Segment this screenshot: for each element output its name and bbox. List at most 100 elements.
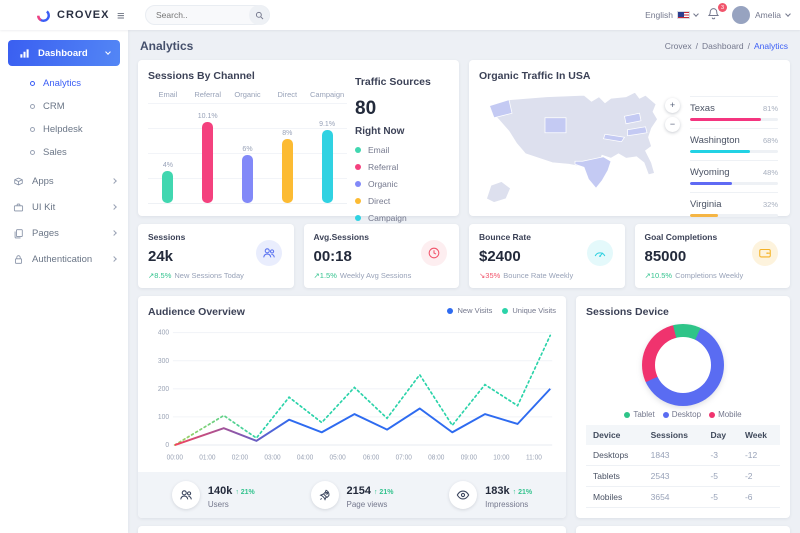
table-row: Mobiles 3654 -5 -6 [586,486,780,508]
usa-map[interactable]: + − [479,86,680,224]
cell-day: -5 [703,465,738,487]
legend-new-visits[interactable]: New Visits [447,306,492,315]
sidebar-item-dashboard[interactable]: Dashboard [8,40,120,66]
stat-desc-text: New Sessions Today [174,271,244,280]
stat-value: $2400 [479,248,521,265]
stat-title: Bounce Rate [479,232,531,242]
bar-value-label: 10.1% [197,113,218,120]
metric-label: Users [207,500,229,509]
bar [281,139,293,203]
progress-fill [690,182,733,185]
sidebar-item-ui-kit[interactable]: UI Kit [0,194,128,220]
progress-fill [690,150,750,153]
chevron-right-icon [111,256,117,262]
breadcrumb-crovex[interactable]: Crovex [664,41,692,51]
briefcase-icon [12,201,24,213]
main-content: Analytics Crovex / Dashboard / Analytics… [128,30,800,533]
x-tick: 04:00 [297,454,313,461]
bar [162,171,174,203]
goal-completions-stat-card: Goal Completions 85000 ↗10.5% Completions… [634,224,790,288]
cell-device: Mobiles [586,486,644,508]
sessions-device-card: Sessions Device Tablet Desktop Mobile De… [576,296,790,518]
partial-card [138,526,566,533]
user-menu[interactable]: Amelia [732,6,791,24]
audience-overview-card: Audience Overview New Visits Unique Visi… [138,296,566,518]
cell-day: -5 [703,486,738,508]
legend-dot [624,411,631,418]
card-title: Sessions By Channel [148,70,255,82]
cell-device: Tablets [586,465,644,487]
breadcrumb: Crovex / Dashboard / Analytics [665,41,788,51]
metric-page-views: 2154 ↑ 21% Page views [310,481,393,509]
x-tick: 05:00 [329,454,345,461]
stat-value: 00:18 [313,248,352,265]
bar-referral: 10.1% [188,103,228,203]
legend-label: Tablet [633,410,655,419]
next-row-partial [138,526,790,533]
bullet-icon [30,104,35,109]
stat-title: Avg.Sessions [313,232,369,242]
sidebar-item-label: Authentication [32,253,93,265]
brand-logo[interactable]: CROVEX [36,8,109,23]
x-tick: 10:00 [493,454,509,461]
zoom-out-button[interactable]: − [665,117,680,132]
sidebar-item-apps[interactable]: Apps [0,168,128,194]
zoom-in-button[interactable]: + [665,98,680,113]
chevron-right-icon [111,204,117,210]
stat-description: ↗1.5% Weekly Avg Sessions [314,271,412,280]
legend-dot [355,215,361,221]
cell-day: -3 [703,445,738,466]
region-percent: 81% [762,104,778,113]
legend-unique-visits[interactable]: Unique Visits [502,306,556,315]
notifications-button[interactable]: 3 [707,3,728,23]
cell-week: -6 [737,486,780,508]
region-virginia: Virginia 32% [690,192,778,224]
legend-label: Mobile [718,410,742,419]
clock-icon [421,240,447,266]
sidebar-item-sales[interactable]: Sales [0,141,128,164]
cell-sessions: 1843 [643,445,704,466]
dashboard-submenu: Analytics CRM Helpdesk Sales [0,72,128,164]
legend-label: New Visits [457,306,493,315]
sessions-by-channel-chart: Sessions By Channel Email Referral Organ… [148,70,347,206]
x-tick: 06:00 [363,454,379,461]
chevron-down-icon [105,49,111,55]
metric-value: 2154 [346,485,371,497]
region-name: Washington [690,135,740,146]
category-label: Organic [234,90,261,99]
stat-desc-text: Weekly Avg Sessions [339,271,412,280]
traffic-sources-count: 80 [355,98,377,119]
legend-tablet[interactable]: Tablet [624,410,655,419]
chevron-right-icon [111,178,117,184]
legend-dot [447,307,454,314]
sidebar-toggle-icon[interactable]: ≡ [117,7,125,23]
legend-dot [709,411,716,418]
sidebar-item-analytics[interactable]: Analytics [0,72,128,95]
search-button[interactable] [249,5,269,25]
y-tick: 0 [165,442,169,449]
metric-value: 140k [207,485,233,497]
users-icon [255,240,282,266]
language-selector[interactable]: English [645,10,699,20]
col-header-device: Device [586,425,644,445]
sidebar-item-pages[interactable]: Pages [0,220,128,246]
x-tick: 00:00 [167,454,183,461]
search-bar [145,5,270,25]
sidebar-item-crm[interactable]: CRM [0,95,128,118]
sidebar-item-authentication[interactable]: Authentication [0,246,128,272]
category-label: Direct [277,90,298,99]
search-input[interactable] [156,10,241,20]
legend-mobile[interactable]: Mobile [709,410,742,419]
legend-desktop[interactable]: Desktop [662,410,701,419]
sidebar-item-helpdesk[interactable]: Helpdesk [0,118,128,141]
bar-campaign: 9.1% [307,103,347,203]
legend-item-organic: Organic [355,179,449,189]
y-tick: 400 [158,329,169,336]
breadcrumb-dashboard[interactable]: Dashboard [702,41,744,51]
card-title: Audience Overview [148,306,245,318]
cell-sessions: 2543 [643,465,704,487]
region-washington: Washington 68% [690,128,778,160]
bar-value-label: 9.1% [319,121,336,128]
bounce-rate-stat-card: Bounce Rate $2400 ↘35% Bounce Rate Weekly [469,224,625,288]
region-percent: 32% [762,200,778,209]
